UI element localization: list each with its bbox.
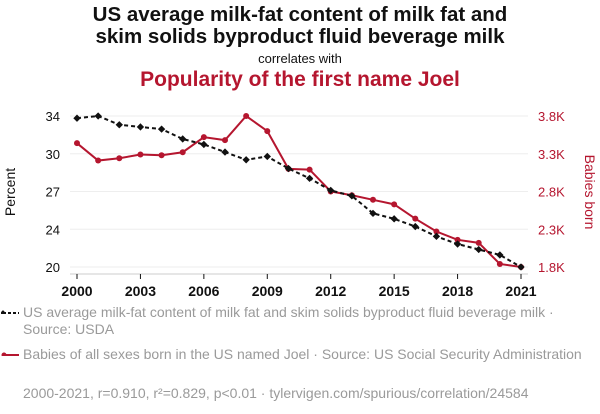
left-y-tick-label: 34	[46, 109, 60, 124]
data-point-milk-fat	[115, 121, 123, 129]
data-point-joel	[264, 128, 271, 135]
left-axis-label: Percent	[2, 168, 18, 216]
legend-label-milk-fat: US average milk-fat content of milk fat …	[23, 304, 554, 337]
left-y-tick-label: 27	[46, 185, 60, 200]
legend-item-milk-fat: US average milk-fat content of milk fat …	[1, 304, 583, 338]
data-point-milk-fat	[136, 123, 145, 131]
chart-title: US average milk-fat content of milk fat …	[0, 4, 600, 48]
x-tick-label: 2015	[379, 283, 410, 299]
right-y-tick-label: 2.3K	[538, 222, 565, 237]
x-tick-label: 2012	[315, 283, 346, 299]
data-point-joel	[391, 201, 398, 208]
data-point-joel	[433, 228, 440, 235]
data-point-milk-fat	[348, 192, 356, 200]
data-point-milk-fat	[369, 209, 377, 218]
data-point-milk-fat	[157, 125, 166, 133]
right-y-tick-label: 3.8K	[538, 109, 565, 124]
data-point-milk-fat	[221, 148, 229, 156]
chart-title-line-1: US average milk-fat content of milk fat …	[92, 3, 508, 26]
x-axis-ticks: 2000 2003 2006 2009 2012 2015 2018 2021	[61, 274, 537, 299]
right-y-tick-label: 2.8K	[538, 185, 565, 200]
chart-subtitle: Popularity of the first name Joel	[140, 68, 460, 91]
data-point-milk-fat	[475, 245, 483, 254]
data-point-joel	[454, 236, 461, 243]
x-tick-label: 2006	[188, 283, 219, 299]
data-point-milk-fat	[73, 114, 81, 122]
series-line-joel	[76, 114, 522, 268]
correlates-with-label: correlates with	[258, 51, 342, 66]
data-point-joel	[179, 149, 186, 156]
data-point-milk-fat	[432, 232, 441, 241]
data-point-milk-fat	[94, 112, 102, 120]
x-tick-label: 2009	[252, 283, 283, 299]
legend-item-joel: Babies of all sexes born in the US named…	[1, 346, 583, 363]
data-point-joel	[222, 137, 228, 144]
data-point-milk-fat	[242, 156, 250, 164]
data-point-milk-fat	[411, 222, 419, 231]
x-tick-label: 2000	[61, 283, 92, 299]
data-point-joel	[306, 166, 313, 173]
right-y-tick-label: 1.8K	[538, 260, 565, 275]
data-point-milk-fat	[496, 251, 504, 259]
left-y-tick-label: 30	[46, 147, 60, 162]
dashed-line-diamond-icon	[1, 310, 19, 314]
line-chart: 2000 2003 2006 2009 2012 2015 2018 2021 34 30 27 2…	[2, 109, 598, 299]
right-y-axis: 3.8K 3.3K 2.8K 2.3K 1.8K	[538, 109, 565, 275]
x-tick-label: 2018	[442, 283, 473, 299]
correlation-stats: 2000-2021, r=0.910, r²=0.829, p<0.01 · t…	[23, 385, 529, 401]
data-point-milk-fat	[453, 240, 462, 248]
data-point-joel	[370, 196, 376, 203]
data-point-joel	[95, 157, 102, 164]
right-y-tick-label: 3.3K	[538, 147, 565, 162]
left-y-axis: 34 30 27 24 20	[46, 109, 60, 275]
data-point-milk-fat	[200, 140, 208, 149]
legend-label-joel: Babies of all sexes born in the US named…	[23, 346, 582, 362]
data-point-joel	[243, 113, 250, 119]
data-point-milk-fat	[179, 135, 187, 143]
data-point-joel	[200, 134, 207, 141]
data-point-joel	[74, 140, 80, 147]
series-line-milk-fat	[76, 114, 522, 268]
data-point-milk-fat	[517, 263, 525, 271]
chart-title-line-2: skim solids byproduct fluid beverage mil…	[95, 25, 505, 48]
x-tick-label: 2003	[125, 283, 156, 299]
series-milk-fat-content	[73, 112, 525, 271]
right-axis-label: Babies born	[582, 155, 598, 230]
data-point-joel	[137, 151, 144, 158]
left-y-tick-label: 20	[46, 260, 60, 275]
data-point-joel	[496, 260, 503, 267]
data-point-joel	[116, 155, 123, 162]
solid-line-circle-icon	[1, 352, 19, 356]
data-point-milk-fat	[390, 215, 398, 223]
x-tick-label: 2021	[505, 283, 536, 299]
data-point-joel	[158, 152, 165, 159]
left-y-tick-label: 24	[46, 222, 60, 237]
data-point-joel	[475, 239, 482, 246]
data-point-joel	[412, 215, 419, 222]
data-point-milk-fat	[305, 174, 314, 183]
